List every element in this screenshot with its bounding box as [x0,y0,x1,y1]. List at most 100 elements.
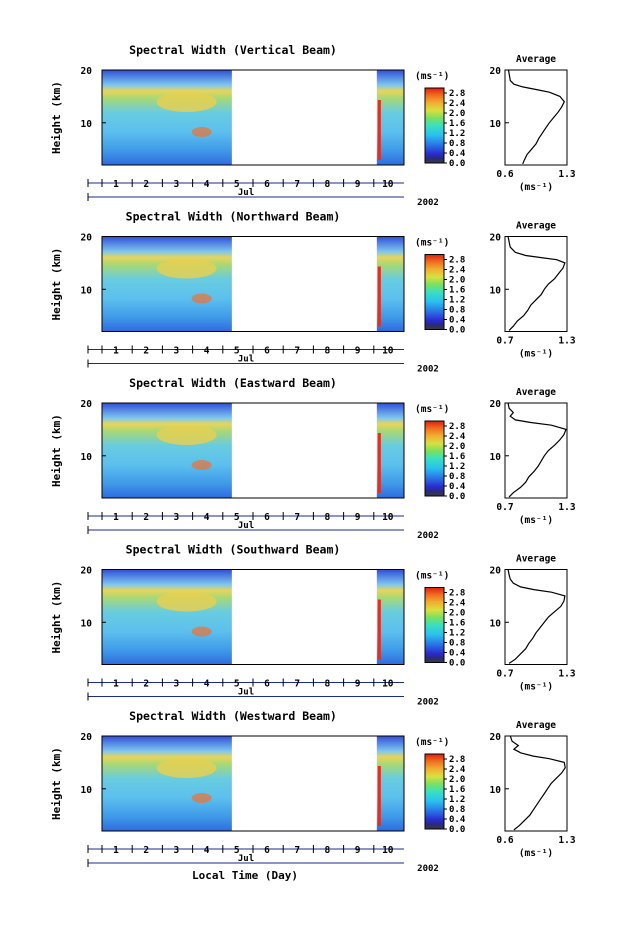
y-axis-label: Height (km) [50,581,63,654]
panel-title: Spectral Width (Northward Beam) [126,210,341,224]
profile-line [507,402,567,498]
profile-y-tick-label: 10 [490,285,502,296]
x-tick-label: 5 [234,679,240,690]
y-axis-label: Height (km) [50,81,63,154]
colorbar-tick-label: 1.6 [449,785,465,795]
x-tick-label: 8 [325,845,331,856]
heatmap-high-band [377,100,381,160]
colorbar-tick-label: 2.8 [449,755,465,765]
heatmap-high-band [377,266,381,327]
profile-title: Average [516,54,556,65]
profile-x-label: (ms⁻¹) [519,682,553,693]
colorbar [424,254,445,330]
x-tick-label: 2 [143,179,149,190]
profile-line [509,735,566,831]
profile-x-tick-label: 1.3 [558,169,575,180]
colorbar-tick-label: 2.4 [449,266,466,276]
x-tick-label: 8 [325,346,331,357]
profile-x-label: (ms⁻¹) [519,848,553,859]
profile-y-tick-label: 10 [490,119,502,130]
colorbar-unit: (ms⁻¹) [415,238,449,249]
x-tick-label: 3 [174,845,180,856]
x-tick-label: 10 [382,845,394,856]
profile-title: Average [516,387,556,398]
colorbar-tick-label: 1.6 [449,119,465,129]
year-label: 2002 [417,531,439,541]
heatmap-high-spot [191,793,212,803]
panel-2: Spectral Width (Eastward Beam) 10 20 Height… [50,376,576,541]
x-tick-label: 2 [143,679,149,690]
x-tick-label: 3 [174,679,180,690]
heatmap-high-region [156,591,217,612]
colorbar-tick-label: 2.4 [449,432,466,442]
colorbar-tick-label: 0.8 [449,139,465,149]
year-label: 2002 [417,864,439,874]
x-tick-label: 4 [204,845,210,856]
profile-frame [504,69,568,166]
x-tick-label: 6 [264,679,270,690]
profile-y-tick-label: 10 [490,785,502,796]
colorbar-tick-label: 0.8 [449,472,465,482]
y-tick-label: 20 [81,399,93,410]
x-tick-label: 7 [294,679,300,690]
profile-y-tick-label: 20 [490,66,502,77]
x-tick-label: 10 [382,179,394,190]
colorbar-tick-label: 1.6 [449,452,465,462]
x-tick-label: 10 [382,512,394,523]
colorbar-tick-label: 2.8 [449,422,465,432]
plot-frame [101,735,405,832]
x-tick-label: 5 [234,346,240,357]
x-tick-label: 2 [143,346,149,357]
colorbar [424,420,445,497]
profile-x-tick-label: 0.7 [496,336,513,347]
profile-title: Average [516,720,556,731]
y-axis-label: Height (km) [50,414,63,487]
panel-0: Spectral Width (Vertical Beam) 10 20 Height… [50,43,576,208]
x-tick-label: 2 [143,512,149,523]
profile-x-tick-label: 0.6 [496,835,513,846]
profile-x-tick-label: 0.6 [496,169,513,180]
x-tick-label: 6 [264,346,270,357]
profile-line [507,236,566,331]
colorbar-tick-label: 1.2 [449,462,465,472]
colorbar-tick-label: 1.2 [449,629,465,639]
y-tick-label: 20 [81,233,93,244]
plot-frame [101,69,405,166]
colorbar-tick-label: 0.0 [449,326,465,336]
heatmap-high-region [156,258,217,279]
x-tick-label: 1 [113,346,119,357]
heatmap-segment [376,236,404,332]
colorbar-tick-label: 2.0 [449,775,465,785]
x-tick-label: 6 [264,512,270,523]
x-tick-label: 9 [355,346,361,357]
panel-3: Spectral Width (Southward Beam) 10 20 Heigh… [50,543,576,708]
profile-x-tick-label: 1.3 [558,835,575,846]
colorbar-tick-label: 0.8 [449,306,465,316]
heatmap-segment [102,70,232,165]
colorbar-tick-label: 2.0 [449,609,465,619]
colorbar-tick-label: 0.0 [449,659,465,669]
x-tick-label: 9 [355,512,361,523]
profile-x-tick-label: 0.7 [496,502,513,513]
x-tick-label: 5 [234,179,240,190]
x-tick-label: 4 [204,179,210,190]
colorbar-tick-label: 1.6 [449,619,465,629]
y-tick-label: 10 [81,119,93,130]
profile-x-tick-label: 1.3 [558,669,575,680]
panel-title: Spectral Width (Westward Beam) [129,709,337,723]
colorbar-tick-label: 2.4 [449,599,466,609]
panel-1: Spectral Width (Northward Beam) 10 20 Heigh… [50,210,576,375]
colorbar-tick-label: 0.8 [449,805,465,815]
footer-xlabel: Local Time (Day) [192,869,298,882]
x-tick-label: 6 [264,845,270,856]
y-tick-label: 10 [81,285,93,296]
colorbar-tick-label: 2.0 [449,276,465,286]
x-tick-label: 6 [264,179,270,190]
profile-title: Average [516,554,556,565]
colorbar-tick-label: 2.4 [449,765,466,775]
heatmap-segment [376,70,404,165]
x-tick-label: 9 [355,679,361,690]
panel-4: Spectral Width (Westward Beam) 10 20 Height… [50,709,576,874]
x-tick-label: 8 [325,679,331,690]
